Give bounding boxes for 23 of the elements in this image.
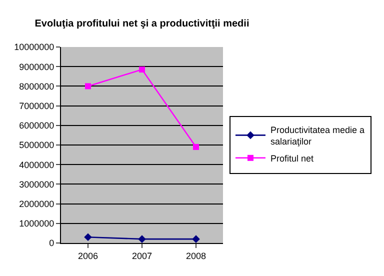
x-tick-label: 2008 — [186, 250, 206, 261]
point — [139, 66, 145, 73]
x-tick-label: 2006 — [78, 250, 98, 261]
y-tick-label: 6000000 — [19, 120, 54, 131]
y-tick-label: 4000000 — [19, 160, 54, 170]
legend-label: Profitul net — [270, 153, 314, 164]
point — [138, 235, 146, 243]
y-tick-label: 10000000 — [14, 42, 54, 52]
y-tick-label: 7000000 — [19, 100, 54, 111]
y-tick-label: 3000000 — [19, 179, 54, 190]
point — [193, 144, 199, 150]
x-tick-label: 2007 — [132, 250, 152, 261]
y-tick-label: 1000000 — [19, 218, 54, 229]
y-tick-label: 8000000 — [19, 81, 54, 92]
y-tick-label: 2000000 — [19, 198, 54, 209]
y-tick-label: 9000000 — [19, 62, 54, 72]
point — [192, 235, 200, 243]
point — [85, 83, 91, 90]
chart-title: Evoluţia profitului net şi a productivitţii medii — [34, 18, 250, 30]
point — [84, 233, 92, 242]
y-tick-label: 0 — [49, 238, 54, 248]
y-tick-label: 5000000 — [19, 140, 54, 150]
legend-label: Productivitatea medie a salariaţilor — [270, 124, 365, 147]
